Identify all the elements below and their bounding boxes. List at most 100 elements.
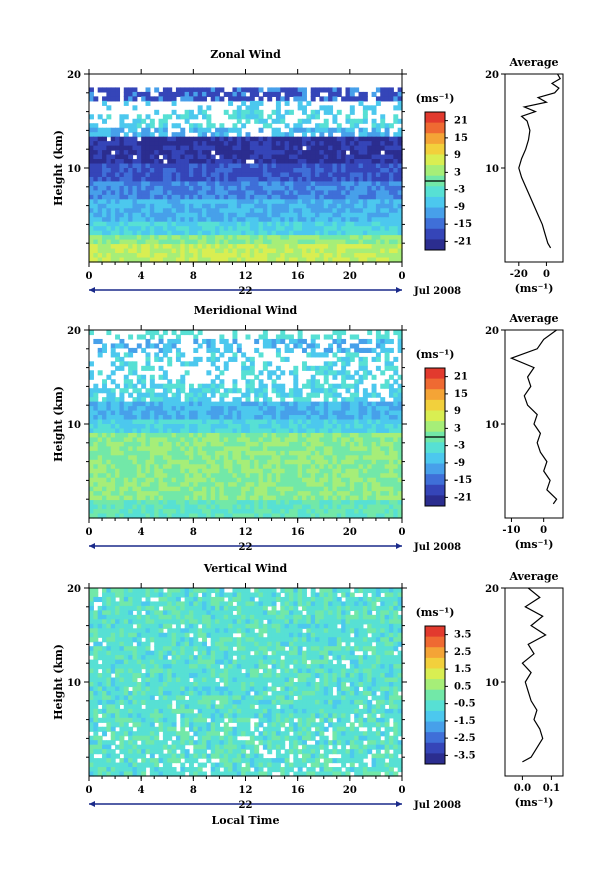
heatmap-cell [236, 212, 242, 218]
heatmap-cell [315, 486, 321, 492]
heatmap-cell [89, 406, 94, 412]
heatmap-cell [349, 212, 355, 218]
heatmap-cell [202, 221, 207, 227]
heatmap-cell [202, 208, 207, 214]
heatmap-cell [341, 437, 347, 443]
heatmap-cell [145, 432, 151, 439]
heatmap-cell [180, 141, 186, 147]
heatmap-cell [384, 338, 390, 345]
heatmap-cell [349, 203, 355, 209]
heatmap-cell [158, 150, 164, 156]
heatmap-cell [228, 150, 234, 156]
heatmap-cell [345, 168, 351, 174]
heatmap-cell [206, 473, 212, 479]
heatmap-cell [280, 388, 286, 394]
heatmap-cell [132, 450, 138, 456]
heatmap-cell [397, 100, 403, 106]
heatmap-cell [158, 410, 164, 416]
heatmap-cell [284, 450, 290, 456]
heatmap-cell [162, 343, 168, 349]
heatmap-cell [375, 132, 381, 138]
heatmap-cell [219, 455, 225, 461]
heatmap-cell [110, 352, 116, 358]
heatmap-cell [119, 181, 125, 187]
heatmap-cell [336, 257, 342, 263]
heatmap-cell [349, 123, 355, 129]
heatmap-cell [354, 441, 360, 447]
heatmap-cell [175, 334, 181, 340]
heatmap-cell [232, 91, 238, 97]
heatmap-cell [371, 437, 377, 443]
heatmap-cell [171, 513, 177, 519]
heatmap-cell [223, 410, 229, 416]
heatmap-cell [175, 114, 181, 120]
heatmap-cell [271, 477, 277, 483]
heatmap-cell [319, 432, 325, 439]
heatmap-cell [302, 513, 307, 519]
heatmap-cell [249, 253, 255, 259]
heatmap-cell [297, 100, 303, 106]
heatmap-cell [223, 257, 229, 263]
heatmap-cell [215, 441, 221, 447]
heatmap-cell [297, 96, 303, 102]
heatmap-cell [375, 504, 381, 510]
heatmap-cell [93, 459, 99, 465]
heatmap-cell [267, 419, 273, 425]
heatmap-cell [319, 477, 325, 483]
heatmap-cell [162, 370, 168, 376]
heatmap-cell [184, 114, 190, 120]
heatmap-cell [167, 500, 173, 506]
heatmap-cell [215, 388, 221, 394]
heatmap-cell [145, 338, 151, 345]
heatmap-cell [171, 446, 177, 452]
heatmap-cell [145, 464, 151, 470]
heatmap-cell [123, 91, 129, 97]
heatmap-cell [380, 441, 386, 447]
heatmap-cell [310, 347, 316, 353]
heatmap-cell [315, 221, 321, 227]
heatmap-cell [302, 118, 307, 124]
heatmap-cell [236, 181, 242, 187]
heatmap-cell [93, 226, 99, 232]
heatmap-cell [288, 87, 294, 93]
heatmap-cell [154, 172, 160, 178]
heatmap-cell [271, 235, 277, 241]
heatmap-cell [188, 163, 194, 169]
heatmap-cell [188, 244, 194, 250]
heatmap-cell [262, 437, 268, 443]
heatmap-cell [319, 500, 325, 506]
heatmap-cell [193, 203, 199, 209]
heatmap-cell [388, 455, 394, 461]
heatmap-cell [110, 491, 116, 497]
heatmap-cell [202, 136, 207, 142]
heatmap-cell [102, 150, 107, 156]
heatmap-cell [119, 194, 125, 200]
heatmap-cell [202, 406, 207, 412]
heatmap-cell [128, 419, 134, 425]
heatmap-cell [380, 141, 386, 147]
heatmap-cell [232, 185, 238, 191]
heatmap-cell [162, 217, 168, 223]
heatmap-cell [380, 194, 386, 200]
heatmap-cell [228, 401, 234, 407]
heatmap-cell [167, 397, 173, 403]
heatmap-cell [280, 334, 286, 340]
heatmap-cell [241, 212, 247, 218]
heatmap-cell [197, 136, 203, 142]
heatmap-cell [123, 212, 129, 218]
heatmap-cell [236, 239, 242, 245]
heatmap-cell [332, 145, 338, 151]
heatmap-cell [397, 159, 403, 165]
heatmap-cell [249, 248, 255, 254]
heatmap-cell [93, 159, 99, 165]
heatmap-cell [345, 208, 351, 214]
heatmap-cell [358, 500, 364, 506]
heatmap-cell [345, 199, 351, 205]
heatmap-cell [93, 208, 99, 214]
heatmap-cell [345, 190, 351, 196]
heatmap-cell [349, 352, 355, 358]
heatmap-cell [97, 132, 103, 138]
heatmap-cell [249, 136, 255, 142]
heatmap-cell [267, 415, 273, 421]
heatmap-cell [223, 150, 229, 156]
